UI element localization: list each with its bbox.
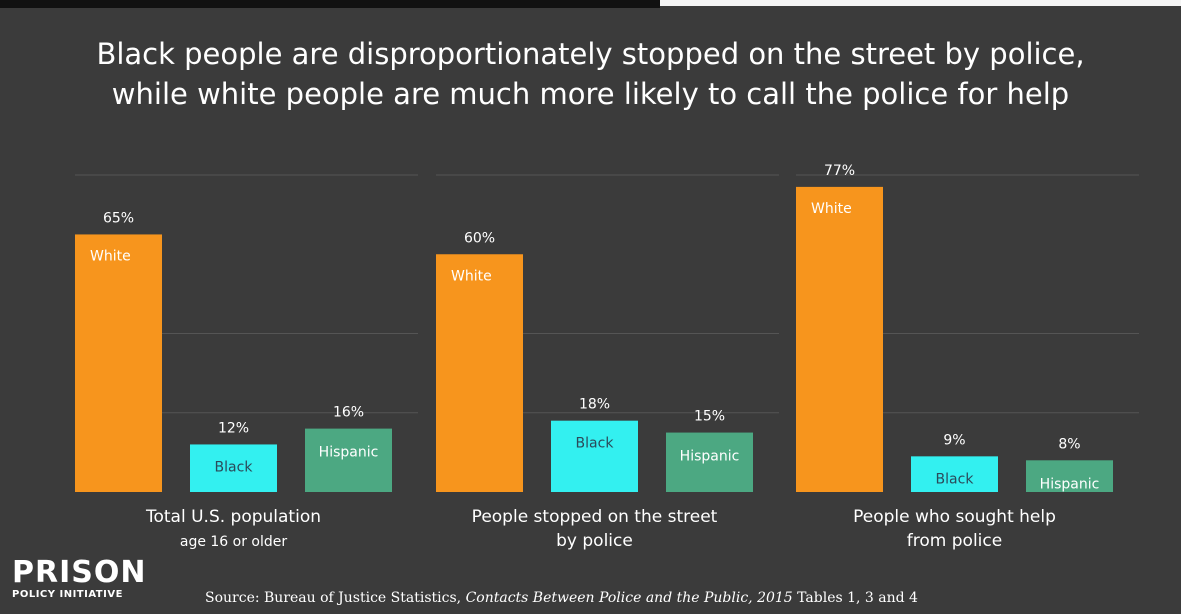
category-label: by police <box>556 531 633 551</box>
bar-name-label: White <box>451 268 492 284</box>
bar-black <box>551 420 638 492</box>
value-label: 9% <box>943 432 965 448</box>
value-label: 65% <box>103 210 134 226</box>
bar-white <box>436 254 523 492</box>
source-publication: Contacts Between Police and the Public, … <box>465 590 793 606</box>
bar-name-label: Black <box>936 471 975 487</box>
source-prefix: Source: Bureau of Justice Statistics, <box>205 590 466 606</box>
category-label: from police <box>907 531 1002 551</box>
bar-white <box>75 234 162 492</box>
category-label: Total U.S. population <box>145 507 321 527</box>
chart-title-line-1: Black people are disproportionately stop… <box>96 37 1085 71</box>
top-edge-bar <box>0 0 660 8</box>
source-note: Source: Bureau of Justice Statistics, Co… <box>205 590 918 606</box>
bar-name-label: Black <box>576 436 615 452</box>
bar-name-label: Hispanic <box>1040 476 1100 492</box>
bar-black <box>911 456 998 492</box>
top-edge-bar-light <box>660 0 1181 6</box>
value-label: 12% <box>218 420 249 436</box>
prison-policy-initiative-logo: PRISON POLICY INITIATIVE <box>12 555 147 601</box>
value-label: 18% <box>579 397 610 413</box>
category-label: age 16 or older <box>180 534 288 550</box>
value-label: 60% <box>464 230 495 246</box>
bar-name-label: Hispanic <box>680 449 740 465</box>
source-suffix: Tables 1, 3 and 4 <box>792 590 918 606</box>
bar-white <box>796 186 883 492</box>
value-label: 15% <box>694 409 725 425</box>
value-label: 16% <box>333 405 364 421</box>
category-label: People stopped on the street <box>472 507 718 527</box>
bar-name-label: Hispanic <box>319 445 379 461</box>
bar-name-label: White <box>90 248 131 264</box>
bar-name-label: Black <box>215 459 254 475</box>
logo-line-1: PRISON <box>12 555 147 590</box>
bar-name-label: White <box>811 201 852 217</box>
bar-hispanic <box>1026 460 1113 492</box>
chart-title: Black people are disproportionately stop… <box>0 34 1181 114</box>
value-label: 8% <box>1058 436 1080 452</box>
bar-black <box>190 444 277 492</box>
bar-hispanic <box>305 428 392 492</box>
category-label: People who sought help <box>853 507 1056 527</box>
bar-hispanic <box>666 432 753 492</box>
chart-title-line-2: while white people are much more likely … <box>111 77 1070 111</box>
value-label: 77% <box>824 163 855 179</box>
logo-line-2: POLICY INITIATIVE <box>12 589 123 600</box>
